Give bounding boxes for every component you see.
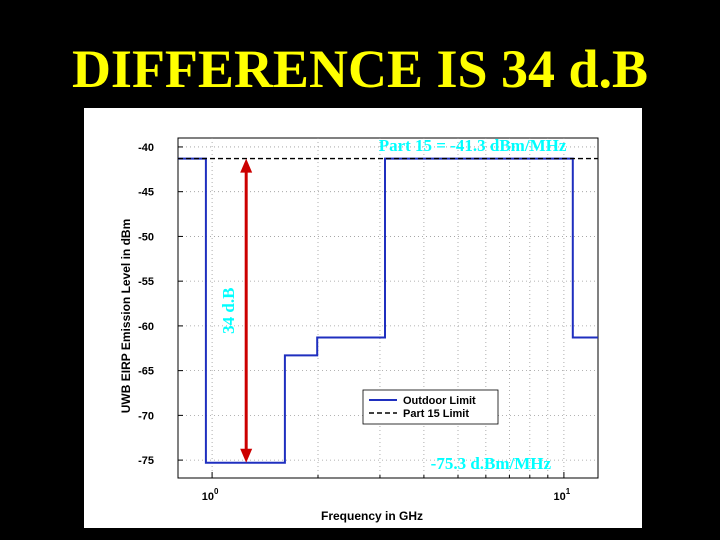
legend-label: Part 15 Limit [403, 408, 469, 420]
series [178, 157, 598, 464]
plot-area [177, 137, 599, 479]
difference-arrow-head-up [240, 158, 253, 173]
grid [178, 138, 598, 478]
y-tick-label: -55 [138, 276, 154, 288]
slide-title: DIFFERENCE IS 34 d.B [71, 39, 649, 99]
difference-label: 34 d.B [219, 288, 238, 334]
x-tick-label: 100 [202, 487, 219, 503]
x-tick-label: 101 [554, 487, 571, 503]
y-axis-label: UWB EIRP Emission Level in dBm [119, 219, 133, 413]
outdoor-min-annotation: -75.3 d.Bm/MHz [431, 454, 552, 473]
y-tick-label: -60 [138, 321, 154, 333]
y-tick-label: -45 [138, 187, 154, 199]
y-tick-label: -40 [138, 142, 154, 154]
y-tick-label: -75 [138, 455, 154, 467]
outdoor-limit-line [178, 157, 598, 464]
chart-panel: -40 -45 -50 -55 -60 -65 -70 -75 100 101 Outdoor L… [84, 108, 642, 528]
difference-arrow-head-down [240, 448, 253, 463]
emission-chart: -40 -45 -50 -55 -60 -65 -70 -75 100 101 Outdoor L… [119, 136, 599, 523]
part15-annotation: Part 15 = -41.3 dBm/MHz [379, 136, 567, 155]
legend-box [362, 389, 499, 425]
legend-label: Outdoor Limit [403, 395, 476, 407]
x-axis-label: Frequency in GHz [321, 509, 423, 523]
annotations: Part 15 = -41.3 dBm/MHz -75.3 d.Bm/MHz 34 … [219, 136, 567, 473]
y-tick-label: -70 [138, 410, 154, 422]
axis-ticks: -40 -45 -50 -55 -60 -65 -70 -75 100 101 [138, 142, 571, 503]
y-tick-label: -50 [138, 231, 154, 243]
y-tick-label: -65 [138, 366, 154, 378]
